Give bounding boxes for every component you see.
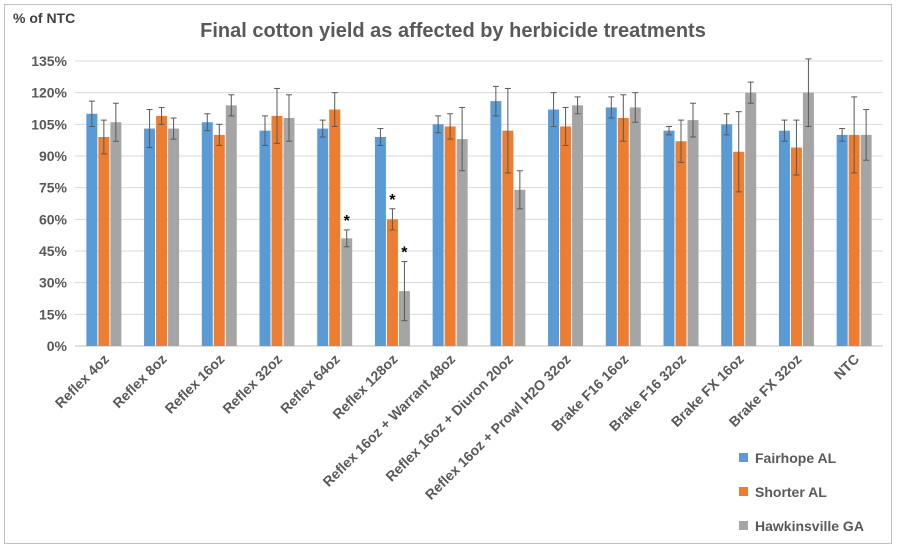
bar bbox=[432, 124, 444, 346]
bar bbox=[778, 130, 790, 346]
bar bbox=[144, 128, 156, 346]
y-tick-label: 30% bbox=[39, 275, 68, 291]
y-tick-label: 75% bbox=[39, 180, 68, 196]
bar bbox=[490, 101, 502, 346]
bar bbox=[629, 107, 641, 346]
y-tick-label: 90% bbox=[39, 148, 68, 164]
bar bbox=[386, 219, 398, 346]
bar bbox=[271, 115, 283, 346]
bar bbox=[790, 147, 802, 346]
chart-title: Final cotton yield as affected by herbic… bbox=[200, 20, 706, 42]
bar bbox=[605, 107, 617, 346]
bar bbox=[675, 141, 687, 346]
bar bbox=[502, 130, 514, 346]
significance-marker: * bbox=[344, 213, 351, 230]
legend-label: Fairhope AL bbox=[755, 450, 837, 466]
y-tick-label: 120% bbox=[31, 85, 67, 101]
bar bbox=[514, 189, 526, 346]
bar bbox=[317, 128, 329, 346]
x-tick-label: Reflex 32oz bbox=[219, 351, 285, 417]
bar bbox=[456, 139, 468, 346]
chart-frame: Final cotton yield as affected by herbic… bbox=[4, 4, 892, 544]
bar bbox=[168, 128, 180, 346]
bar bbox=[802, 92, 814, 347]
y-tick-label: 15% bbox=[39, 306, 68, 322]
bar bbox=[733, 151, 745, 346]
x-tick-label: Reflex 16oz bbox=[162, 351, 228, 417]
legend-swatch bbox=[739, 521, 748, 530]
bar bbox=[663, 130, 675, 346]
significance-marker: * bbox=[389, 192, 396, 209]
bar bbox=[213, 134, 225, 346]
bar bbox=[860, 134, 872, 346]
x-tick-label: Reflex 8oz bbox=[109, 351, 169, 411]
y-tick-label: 135% bbox=[31, 53, 67, 69]
bar bbox=[341, 238, 353, 346]
bar bbox=[848, 134, 860, 346]
bar bbox=[329, 109, 341, 346]
bar bbox=[617, 118, 629, 346]
bar bbox=[721, 124, 733, 346]
bar bbox=[98, 137, 110, 346]
bar bbox=[374, 137, 386, 346]
bar bbox=[259, 130, 271, 346]
legend-label: Hawkinsville GA bbox=[755, 518, 864, 534]
bar bbox=[548, 109, 560, 346]
bar bbox=[201, 122, 213, 346]
x-tick-label: NTC bbox=[831, 351, 863, 383]
bar bbox=[687, 120, 699, 346]
bar bbox=[745, 92, 757, 347]
y-axis-label: % of NTC bbox=[13, 10, 75, 26]
y-tick-label: 60% bbox=[39, 211, 68, 227]
bar-chart: Final cotton yield as affected by herbic… bbox=[13, 10, 883, 534]
bar bbox=[444, 126, 456, 346]
bar bbox=[283, 118, 295, 346]
bar bbox=[572, 105, 584, 346]
bar bbox=[560, 126, 572, 346]
legend-swatch bbox=[739, 487, 748, 496]
bar bbox=[110, 122, 122, 346]
bar bbox=[836, 134, 848, 346]
x-tick-label: Reflex 4oz bbox=[52, 351, 112, 411]
bar bbox=[86, 113, 98, 347]
significance-marker: * bbox=[401, 245, 408, 262]
y-tick-label: 105% bbox=[31, 116, 67, 132]
legend-label: Shorter AL bbox=[755, 484, 827, 500]
y-tick-label: 45% bbox=[39, 243, 68, 259]
bar bbox=[225, 105, 237, 346]
legend-swatch bbox=[739, 453, 748, 462]
y-tick-label: 0% bbox=[47, 338, 68, 354]
bar bbox=[156, 115, 168, 346]
